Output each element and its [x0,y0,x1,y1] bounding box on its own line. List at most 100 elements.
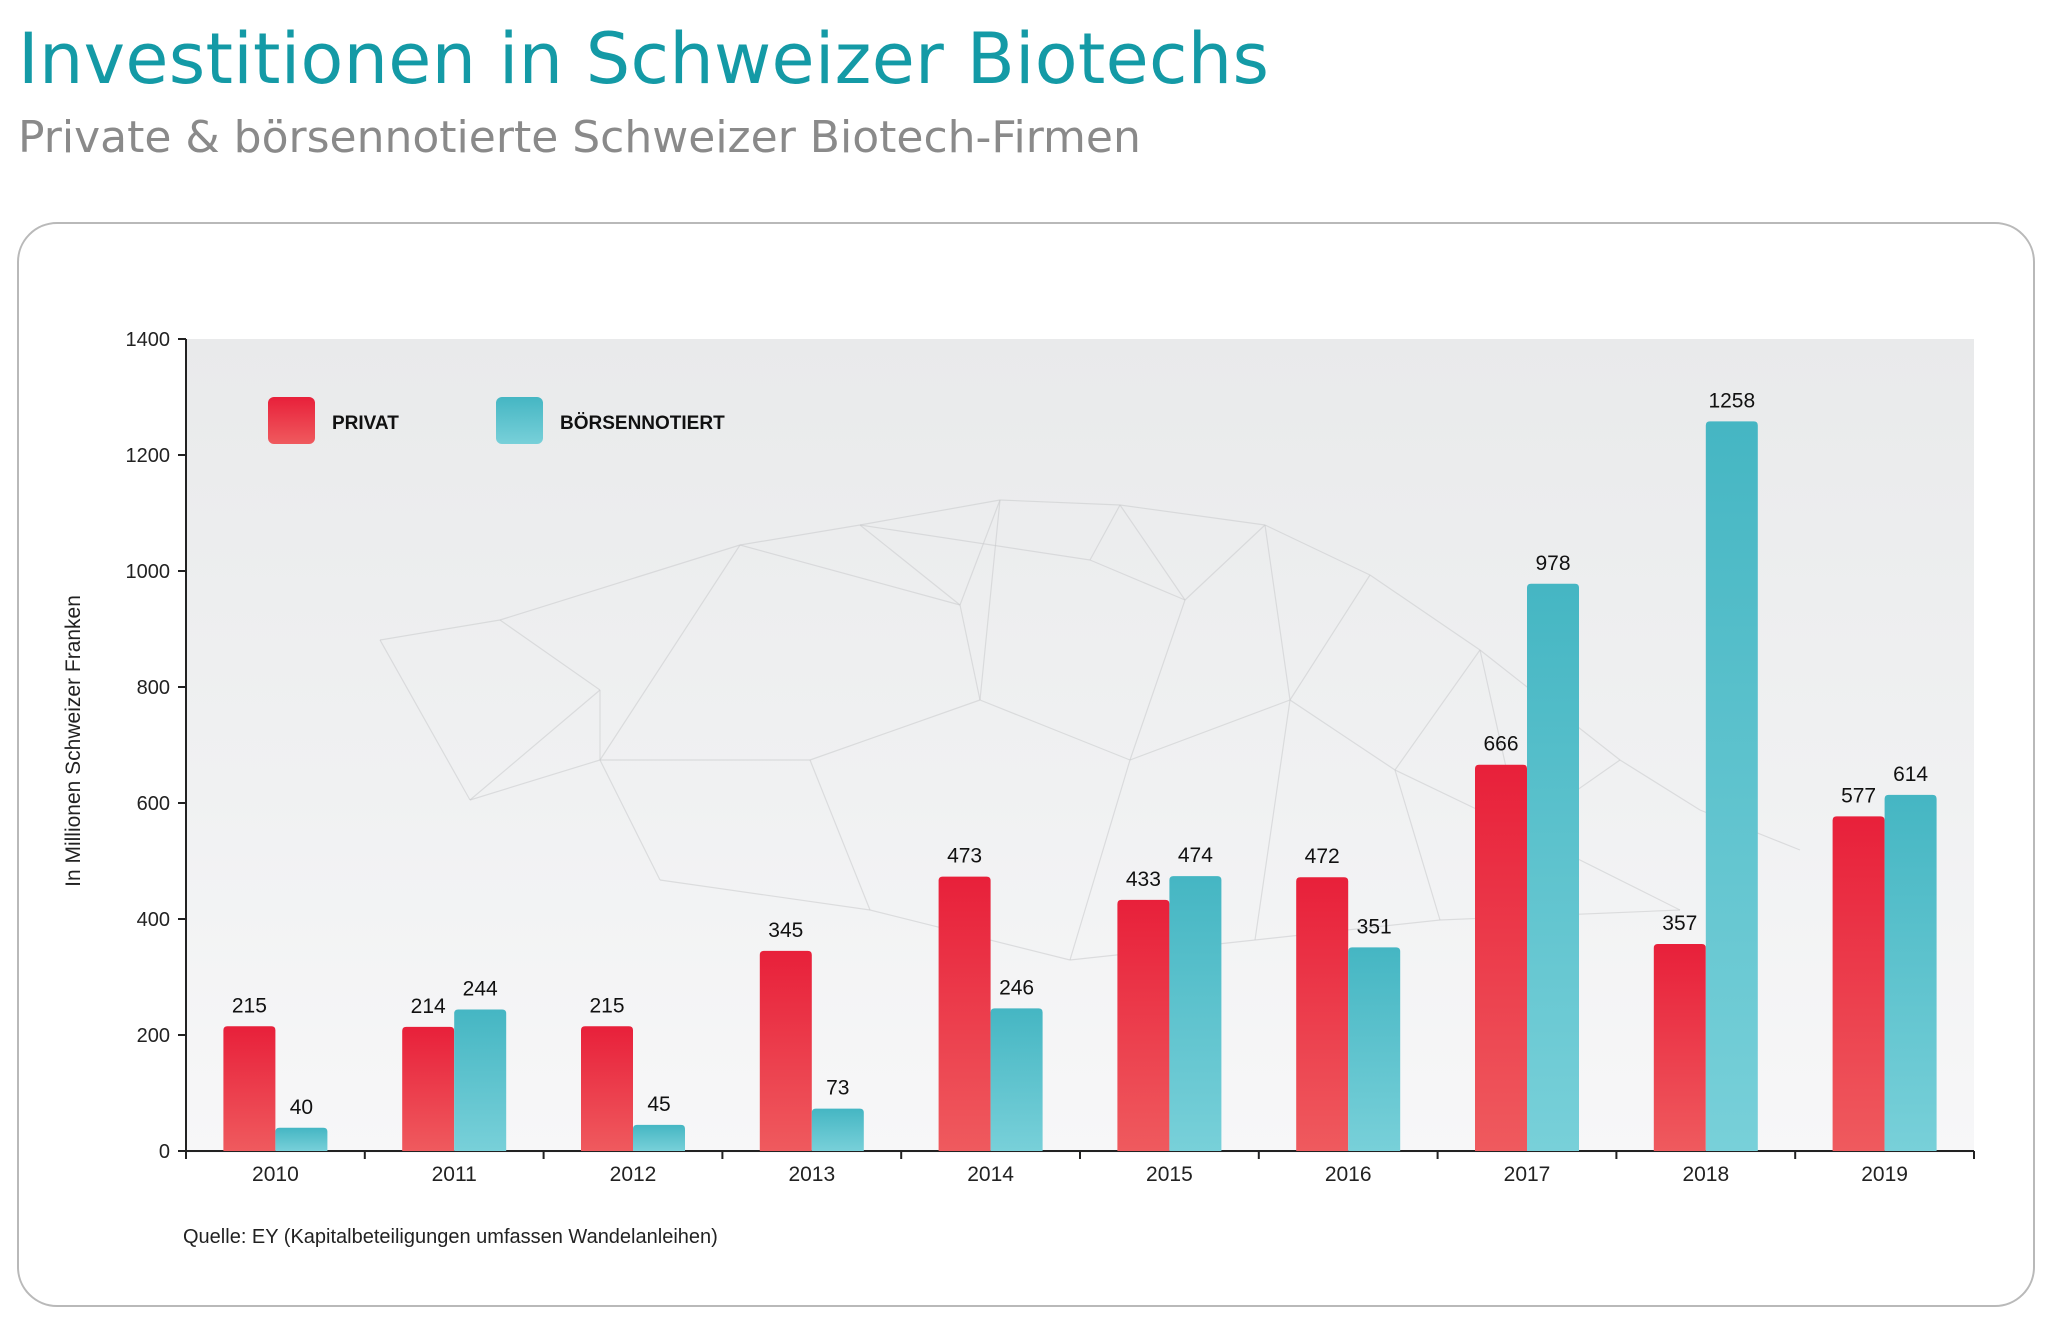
data-label: 214 [411,995,446,1018]
x-tick-label: 2011 [432,1163,477,1186]
network-line [499,544,741,621]
x-tick-label: 2015 [1146,1163,1193,1186]
network-line [1089,504,1121,561]
network-line [1119,504,1186,601]
x-tick-label: 2012 [610,1163,657,1186]
x-axis: 2010 2011 2012 2013 2014 2015 2016 2017 2018 2019 [185,1150,1975,1186]
data-label: 978 [1535,552,1570,575]
network-line [1069,759,1131,961]
x-tick-label: 2016 [1325,1163,1372,1186]
bar-privat [402,1026,455,1151]
y-tick-label: 800 [137,677,170,699]
bar-privat [581,1026,633,1151]
bars: 215 40 214 244 215 45 345 73 473 246 433 474 472 351 6… [223,389,1937,1151]
network-line [1289,699,1396,771]
bar-boersennotiert [1884,794,1937,1151]
network-line [379,619,501,641]
network-line [809,699,981,761]
data-label: 345 [768,919,803,942]
network-line [599,544,741,761]
source-note: Quelle: EY (Kapitalbeteiligungen umfasse… [183,1226,718,1248]
network-line [379,639,471,801]
data-label: 215 [589,994,624,1017]
network-line [599,759,661,881]
data-label: 474 [1178,844,1213,867]
data-label: 40 [290,1096,313,1119]
x-tick-label: 2017 [1504,1163,1551,1186]
data-label: 666 [1483,733,1518,756]
bar-privat [759,950,812,1151]
data-label: 244 [463,977,498,1000]
y-tick-label: 0 [159,1141,170,1163]
network-line [499,619,601,691]
bar-privat [1653,943,1706,1151]
bar-privat [1117,899,1170,1151]
network-line [1264,524,1371,576]
bar-privat [223,1026,276,1151]
network-line [1369,574,1481,651]
network-line [859,499,1001,526]
legend: PRIVAT BÖRSENNOTIERT [268,397,725,444]
bar-boersennotiert [633,1124,685,1151]
network-line [979,499,1001,701]
network-line [739,544,961,606]
x-tick-label: 2013 [788,1163,835,1186]
data-label: 614 [1893,763,1928,786]
y-tick-label: 1200 [126,445,171,467]
network-line [469,759,601,801]
network-line [1119,504,1266,526]
network-line [859,524,961,606]
data-label: 351 [1357,915,1392,938]
bar-boersennotiert [990,1008,1043,1151]
data-label: 577 [1841,784,1876,807]
data-label: 357 [1662,912,1697,935]
data-label: 473 [947,845,982,868]
legend-label-boersennotiert: BÖRSENNOTIERT [560,413,725,434]
y-tick-label: 400 [137,909,170,931]
bar-privat [1475,764,1527,1151]
network-line [979,699,1131,761]
x-tick-label: 2018 [1682,1163,1729,1186]
data-label: 433 [1126,868,1161,891]
data-label: 1258 [1708,389,1755,412]
page-title: Investitionen in Schweizer Biotechs [18,18,1270,100]
network-line [1289,574,1371,701]
network-line [1619,759,1701,811]
bar-boersennotiert [1169,876,1222,1151]
network-line [999,499,1121,506]
data-label: 73 [826,1077,849,1100]
data-label: 45 [647,1093,670,1116]
bar-boersennotiert [811,1108,864,1151]
data-label: 215 [232,994,267,1017]
y-axis-label: In Millionen Schweizer Franken [62,595,85,887]
data-label: 472 [1305,845,1340,868]
bar-boersennotiert [275,1127,328,1151]
bar-privat [1832,816,1885,1151]
x-tick-label: 2019 [1861,1163,1908,1186]
y-axis: 0 200 400 600 800 1000 1200 1400 [126,329,187,1163]
bar-boersennotiert [1705,421,1758,1151]
x-tick-label: 2010 [252,1163,299,1186]
network-line [1254,699,1291,941]
network-line [859,524,1091,561]
network-line [739,524,861,546]
network-line [1394,769,1441,921]
y-tick-label: 1400 [126,329,171,351]
bar-boersennotiert [1527,583,1579,1151]
y-tick-label: 200 [137,1025,170,1047]
bar-boersennotiert [1348,947,1401,1151]
bar-privat [938,876,991,1151]
legend-label-privat: PRIVAT [332,413,399,434]
network-line [1129,699,1291,761]
network-line [659,879,871,911]
legend-swatch-privat [268,397,315,444]
data-label: 246 [999,976,1034,999]
network-line [809,759,871,911]
network-line [1184,524,1266,601]
legend-swatch-boersennotiert [496,397,543,444]
network-line [959,604,981,701]
x-tick-label: 2014 [967,1163,1014,1186]
y-tick-label: 600 [137,793,170,815]
network-line [959,499,1001,606]
bar-privat [1296,877,1349,1151]
